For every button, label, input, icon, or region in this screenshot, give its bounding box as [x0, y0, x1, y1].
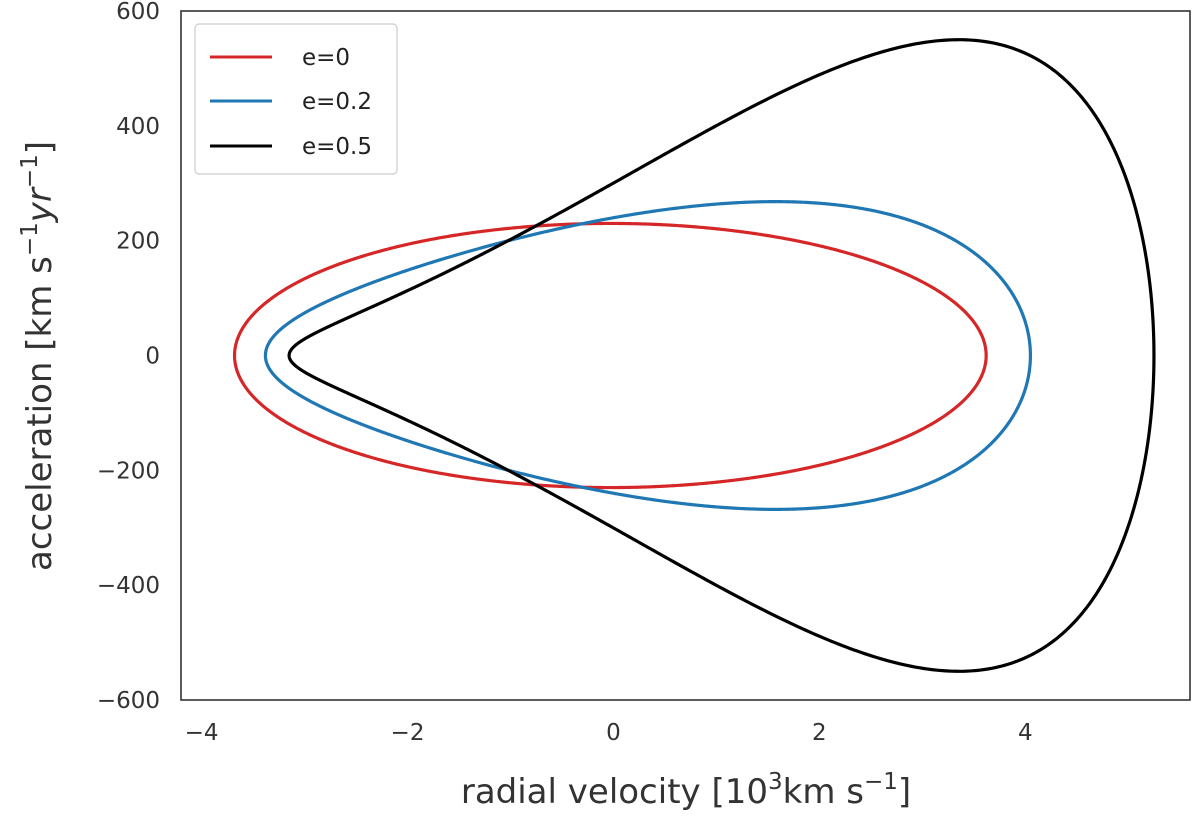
legend-box: [194, 23, 398, 175]
x-tick-label: 2: [812, 720, 827, 746]
y-tick-label: 400: [116, 114, 160, 140]
y-axis-label: acceleration [km s−1yr−1]: [17, 141, 60, 571]
series-curve-2: [287, 38, 1156, 673]
y-tick-label: −400: [97, 573, 160, 599]
series-curve-1: [263, 200, 1033, 511]
x-tick-labels: −4 −2 0 2 4: [185, 720, 1033, 746]
y-tick-label: 600: [116, 0, 160, 25]
legend: e=0 e=0.2 e=0.5: [194, 23, 398, 175]
curves-layer: [232, 38, 1156, 673]
series-curve-0: [232, 221, 988, 490]
x-axis-label: radial velocity [103km s−1]: [461, 769, 911, 812]
plot-frame: [180, 10, 1191, 701]
legend-label-e05: e=0.5: [302, 134, 372, 160]
legend-label-e0: e=0: [302, 45, 350, 71]
x-tick-label: −2: [391, 720, 425, 746]
x-tick-label: 4: [1018, 720, 1033, 746]
y-tick-labels: −600 −400 −200 0 200 400 600: [97, 0, 160, 714]
y-tick-label: −200: [97, 458, 160, 484]
legend-label-e02: e=0.2: [302, 89, 372, 115]
y-tick-label: 0: [145, 344, 160, 370]
x-tick-label: 0: [606, 720, 621, 746]
y-tick-label: 200: [116, 229, 160, 255]
y-tick-label: −600: [97, 688, 160, 714]
x-tick-label: −4: [185, 720, 219, 746]
